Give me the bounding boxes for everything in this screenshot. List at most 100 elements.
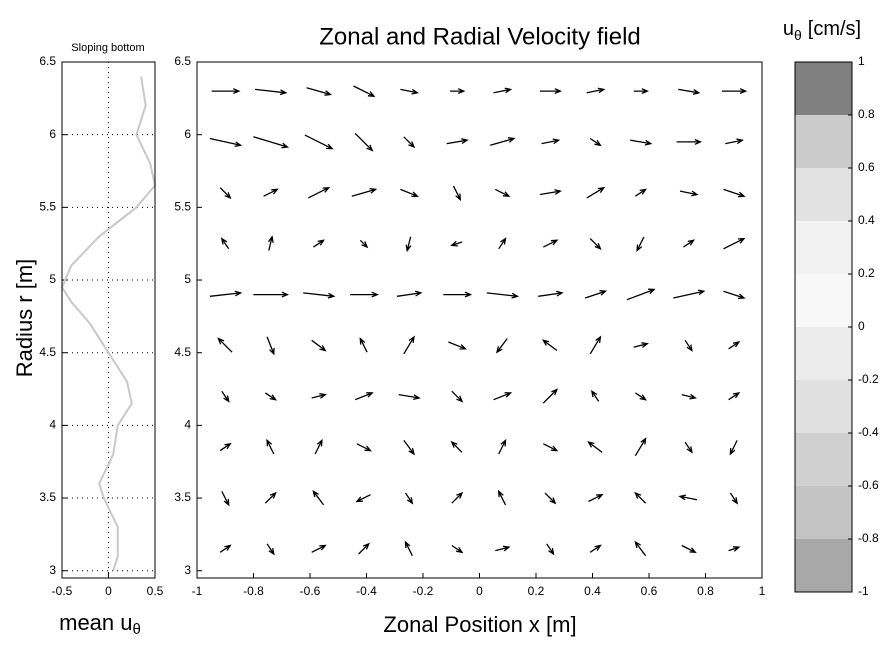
velocity-arrow [355,494,371,503]
velocity-arrow [728,546,741,552]
profile-title: Sloping bottom [71,42,144,54]
velocity-arrow [356,443,372,452]
colorbar-tick-label: -1 [858,584,869,598]
velocity-arrow [253,136,289,149]
y-tick-label: 4 [184,418,191,432]
y-tick-label: 5 [184,272,191,286]
velocity-arrow [729,440,738,456]
velocity-arrow [496,338,508,354]
velocity-arrow [723,237,746,250]
velocity-arrow [673,289,706,299]
colorbar-tick-label: 0.6 [858,160,875,174]
axes-frame [794,61,853,593]
velocity-arrow [396,290,423,297]
velocity-arrow [253,291,290,298]
velocity-arrow [312,489,325,506]
velocity-arrow [351,188,378,197]
velocity-arrow [626,288,656,301]
colorbar-band [795,486,852,539]
velocity-arrow [723,188,746,198]
velocity-arrow [219,442,232,452]
velocity-arrow [630,139,653,146]
velocity-arrow [589,238,602,250]
y-tick-label: 5.5 [174,200,191,214]
velocity-arrow [450,88,466,94]
velocity-arrow [543,239,559,248]
velocity-arrow [681,393,697,400]
y-tick-label: 3.5 [39,490,56,504]
x-tick-label: -0.8 [243,584,264,598]
velocity-arrow [311,544,327,553]
colorbar-band [795,433,852,486]
velocity-arrow [264,392,278,401]
velocity-arrow [353,85,376,97]
x-tick-label: -0.6 [300,584,321,598]
velocity-arrow [308,186,331,199]
velocity-arrow [584,290,608,299]
velocity-arrow [209,137,243,148]
velocity-arrow [400,88,420,95]
velocity-arrow [636,236,645,252]
velocity-arrow [589,544,602,553]
velocity-arrow [211,88,241,94]
x-tick-label: -0.5 [52,584,73,598]
velocity-arrow [486,292,520,299]
velocity-arrow [255,88,288,96]
y-tick-label: 5.5 [39,200,56,214]
velocity-arrow [635,188,647,197]
label-main: u [783,18,794,40]
velocity-arrow [398,393,421,401]
velocity-arrow [723,290,746,300]
velocity-arrow [403,136,416,149]
axes-frame [61,61,156,579]
velocity-arrow [721,88,748,94]
velocity-arrow [217,337,233,353]
label-sub: θ [133,621,141,638]
colorbar-tick-label: -0.6 [858,478,879,492]
velocity-arrow [452,185,462,202]
velocity-arrow [221,491,230,507]
velocity-arrow [586,87,606,94]
velocity-arrow [681,544,697,554]
velocity-arrow [490,137,516,146]
profile-x-label: mean uθ [59,610,141,638]
velocity-arrow [450,240,463,247]
velocity-arrow [684,441,693,454]
colorbar-band [795,539,852,592]
x-tick-label: 0.5 [147,584,164,598]
velocity-arrow [729,492,739,505]
colorbar-band [795,327,852,380]
y-tick-label: 3 [184,563,191,577]
velocity-arrow [266,543,275,556]
velocity-arrow [304,134,334,150]
velocity-arrow [359,239,369,249]
velocity-arrow [495,545,511,552]
velocity-arrow [679,190,699,197]
velocity-arrow [358,542,370,555]
colorbar-band [795,62,852,115]
velocity-arrow [676,139,703,145]
colorbar-band [795,221,852,274]
y-tick-label: 4 [49,418,56,432]
label-unit: [cm/s] [808,18,861,40]
velocity-arrow [590,389,600,402]
velocity-arrow [541,339,558,352]
profile-line [60,76,157,572]
velocity-arrow [589,137,602,147]
velocity-arrow [635,392,647,401]
velocity-arrow [498,438,507,455]
velocity-arrow [451,544,464,554]
velocity-arrow [683,239,695,248]
velocity-arrow [678,88,701,95]
velocity-arrow [220,237,230,250]
velocity-arrow [546,543,555,556]
velocity-arrow [542,388,559,404]
colorbar-tick-label: -0.8 [858,531,879,545]
velocity-arrow [493,87,513,94]
colorbar-band [795,168,852,221]
y-tick-label: 6 [49,127,56,141]
y-axis-label: Radius r [m] [12,259,37,378]
velocity-arrow [678,494,698,501]
